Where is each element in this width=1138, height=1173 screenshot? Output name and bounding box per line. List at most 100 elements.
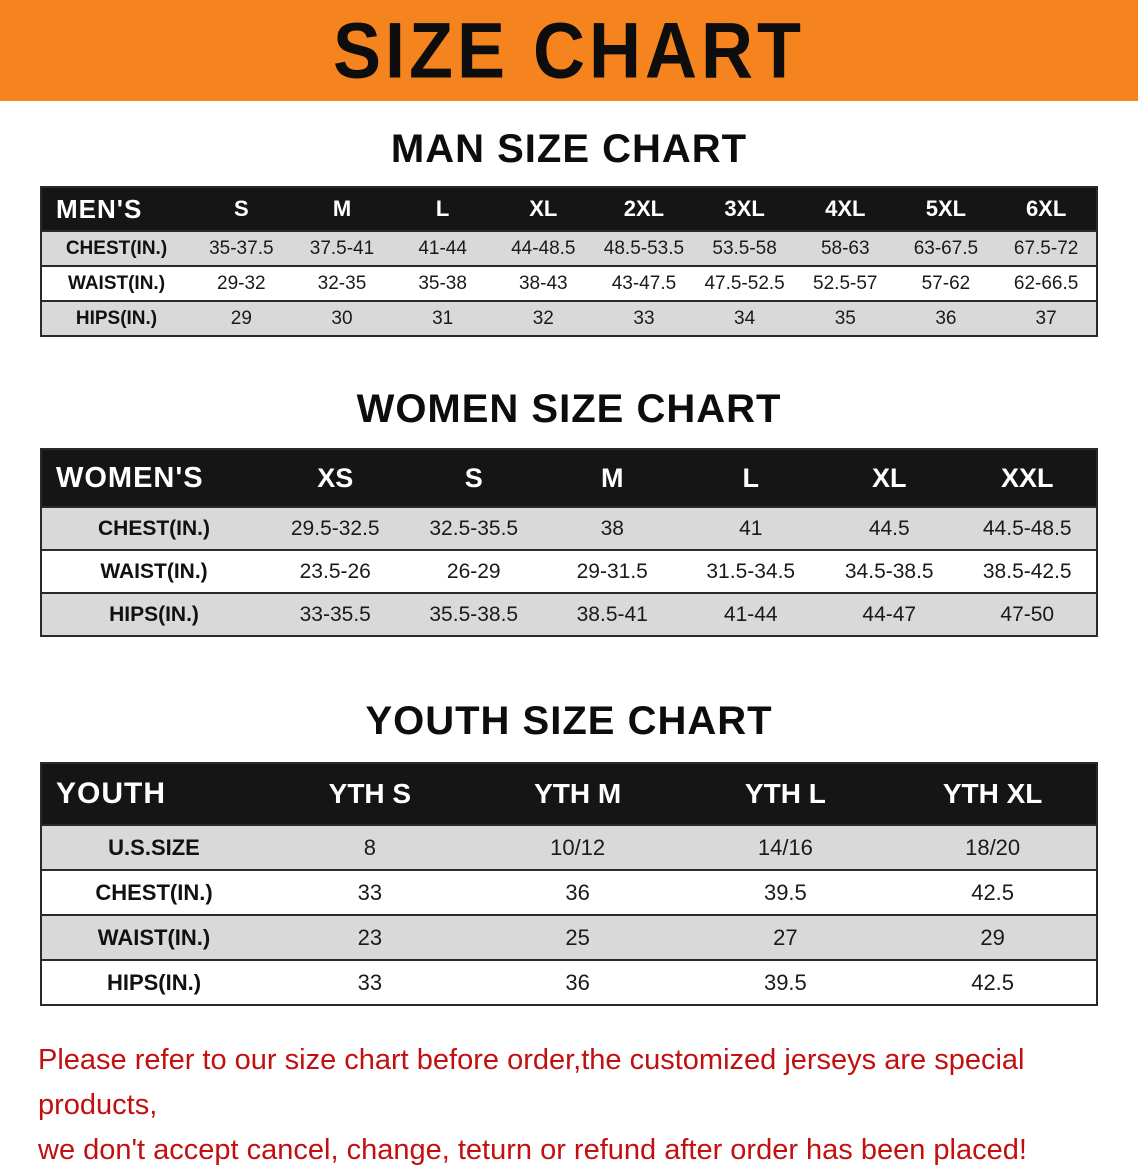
size-value: 31 xyxy=(392,300,493,336)
men-chest-row: CHEST(IN.) 35-37.5 37.5-41 41-44 44-48.5… xyxy=(41,230,1097,266)
size-value: 38 xyxy=(543,506,682,550)
size-value: 29 xyxy=(191,300,292,336)
women-hips-row: HIPS(IN.) 33-35.5 35.5-38.5 38.5-41 41-4… xyxy=(41,592,1097,636)
size-value: 25 xyxy=(473,914,682,960)
size-value: 57-62 xyxy=(895,265,997,301)
size-value: 58-63 xyxy=(794,230,896,266)
youth-hips-row: HIPS(IN.) 33 36 39.5 42.5 xyxy=(41,959,1097,1005)
women-section: WOMEN SIZE CHART WOMEN'S XS S M L XL XXL… xyxy=(0,387,1138,637)
size-value: 63-67.5 xyxy=(895,230,997,266)
banner: SIZE CHART xyxy=(0,0,1138,101)
col-header: L xyxy=(392,187,493,231)
size-value: 29-31.5 xyxy=(543,549,682,593)
row-label: WAIST(IN.) xyxy=(41,914,266,960)
size-value: 35 xyxy=(794,300,896,336)
men-section: MAN SIZE CHART MEN'S S M L XL 2XL 3XL 4X… xyxy=(0,127,1138,337)
size-value: 23 xyxy=(266,914,474,960)
size-value: 32 xyxy=(492,300,594,336)
size-value: 29-32 xyxy=(191,265,292,301)
youth-header-row: YOUTH YTH S YTH M YTH L YTH XL xyxy=(41,763,1097,825)
col-header: XL xyxy=(820,449,959,507)
men-waist-row: WAIST(IN.) 29-32 32-35 35-38 38-43 43-47… xyxy=(41,265,1097,301)
size-value: 34 xyxy=(694,300,795,336)
size-value: 42.5 xyxy=(889,869,1097,915)
col-header: YTH M xyxy=(473,763,682,825)
size-value: 39.5 xyxy=(681,869,890,915)
women-header-row: WOMEN'S XS S M L XL XXL xyxy=(41,449,1097,507)
size-value: 34.5-38.5 xyxy=(820,549,959,593)
women-size-table: WOMEN'S XS S M L XL XXL CHEST(IN.) 29.5-… xyxy=(40,448,1098,637)
row-label: HIPS(IN.) xyxy=(41,300,191,336)
men-hips-row: HIPS(IN.) 29 30 31 32 33 34 35 36 37 xyxy=(41,300,1097,336)
youth-heading: YOUTH SIZE CHART xyxy=(365,699,773,743)
size-value: 36 xyxy=(473,959,682,1005)
col-header: M xyxy=(291,187,393,231)
row-label: U.S.SIZE xyxy=(41,824,266,870)
size-value: 37.5-41 xyxy=(291,230,393,266)
size-value: 41-44 xyxy=(392,230,493,266)
col-header: S xyxy=(191,187,292,231)
row-label: CHEST(IN.) xyxy=(41,506,266,550)
size-value: 44-47 xyxy=(820,592,959,636)
size-value: 32.5-35.5 xyxy=(404,506,543,550)
size-value: 62-66.5 xyxy=(996,265,1097,301)
size-value: 31.5-34.5 xyxy=(681,549,820,593)
col-header: L xyxy=(681,449,820,507)
women-waist-row: WAIST(IN.) 23.5-26 26-29 29-31.5 31.5-34… xyxy=(41,549,1097,593)
col-header: XXL xyxy=(958,449,1097,507)
youth-chest-row: CHEST(IN.) 33 36 39.5 42.5 xyxy=(41,869,1097,915)
size-value: 29 xyxy=(889,914,1097,960)
size-value: 27 xyxy=(681,914,890,960)
size-value: 67.5-72 xyxy=(996,230,1097,266)
size-value: 43-47.5 xyxy=(593,265,695,301)
size-value: 33 xyxy=(266,869,474,915)
disclaimer: Please refer to our size chart before or… xyxy=(38,1038,1100,1173)
size-value: 44.5-48.5 xyxy=(958,506,1097,550)
col-header: 2XL xyxy=(593,187,695,231)
row-label: HIPS(IN.) xyxy=(41,592,266,636)
women-heading: WOMEN SIZE CHART xyxy=(356,387,782,431)
col-header: YTH L xyxy=(681,763,890,825)
size-value: 30 xyxy=(291,300,393,336)
size-value: 44.5 xyxy=(820,506,959,550)
size-value: 35-37.5 xyxy=(191,230,292,266)
size-value: 48.5-53.5 xyxy=(593,230,695,266)
size-value: 37 xyxy=(996,300,1097,336)
size-value: 47.5-52.5 xyxy=(694,265,795,301)
col-header: 5XL xyxy=(895,187,997,231)
row-label: CHEST(IN.) xyxy=(41,869,266,915)
col-header: XS xyxy=(266,449,405,507)
size-value: 38.5-41 xyxy=(543,592,682,636)
size-value: 41-44 xyxy=(681,592,820,636)
youth-table-title: YOUTH xyxy=(41,763,266,825)
men-table-title: MEN'S xyxy=(41,187,191,231)
women-table-title: WOMEN'S xyxy=(41,449,266,507)
size-value: 47-50 xyxy=(958,592,1097,636)
size-value: 26-29 xyxy=(404,549,543,593)
size-value: 42.5 xyxy=(889,959,1097,1005)
men-size-table: MEN'S S M L XL 2XL 3XL 4XL 5XL 6XL CHEST… xyxy=(40,186,1098,337)
disclaimer-line-1: Please refer to our size chart before or… xyxy=(38,1044,1025,1121)
size-value: 44-48.5 xyxy=(492,230,594,266)
size-value: 23.5-26 xyxy=(266,549,405,593)
size-value: 29.5-32.5 xyxy=(266,506,405,550)
youth-size-table: YOUTH YTH S YTH M YTH L YTH XL U.S.SIZE … xyxy=(40,762,1098,1006)
size-value: 39.5 xyxy=(681,959,890,1005)
size-value: 38.5-42.5 xyxy=(958,549,1097,593)
men-heading: MAN SIZE CHART xyxy=(390,127,748,171)
size-value: 38-43 xyxy=(492,265,594,301)
size-value: 36 xyxy=(473,869,682,915)
size-value: 18/20 xyxy=(889,824,1097,870)
row-label: CHEST(IN.) xyxy=(41,230,191,266)
row-label: WAIST(IN.) xyxy=(41,549,266,593)
col-header: M xyxy=(543,449,682,507)
size-value: 35-38 xyxy=(392,265,493,301)
men-header-row: MEN'S S M L XL 2XL 3XL 4XL 5XL 6XL xyxy=(41,187,1097,231)
col-header: 3XL xyxy=(694,187,795,231)
size-value: 14/16 xyxy=(681,824,890,870)
page-title: SIZE CHART xyxy=(333,6,805,95)
youth-section: YOUTH SIZE CHART YOUTH YTH S YTH M YTH L… xyxy=(0,699,1138,1006)
size-value: 8 xyxy=(266,824,474,870)
size-value: 53.5-58 xyxy=(694,230,795,266)
size-value: 32-35 xyxy=(291,265,393,301)
